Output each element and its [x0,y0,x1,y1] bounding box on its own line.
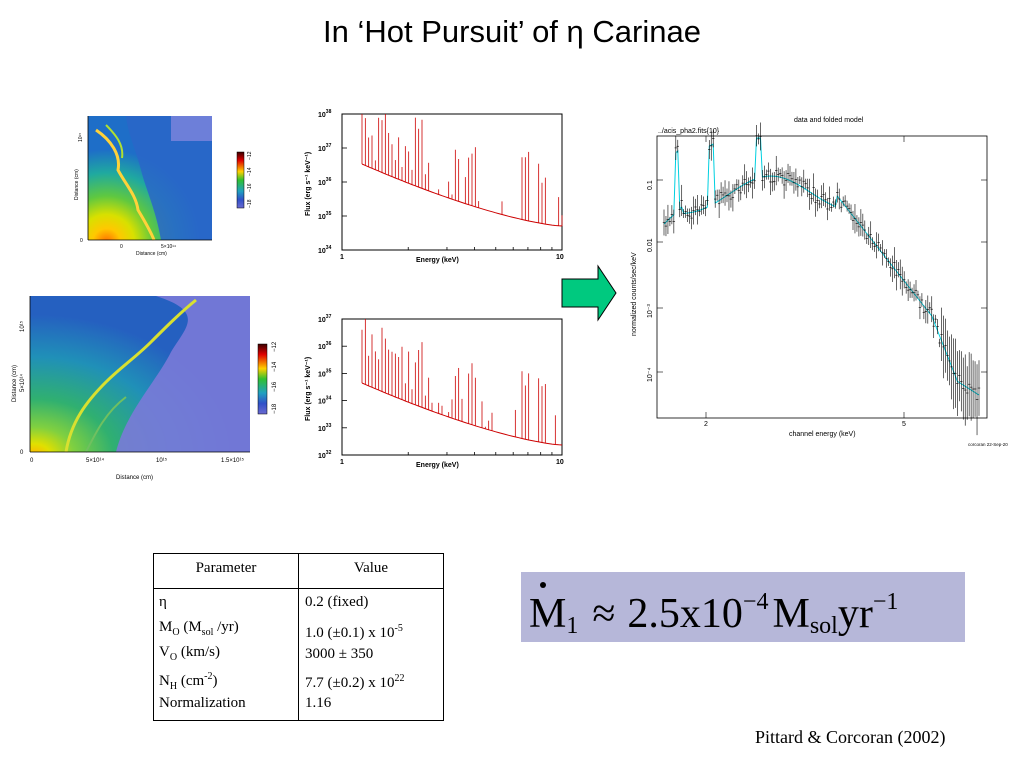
ytick-label: 1038 [318,109,332,119]
observed-data-points [662,122,981,436]
spectrum-top-continuum [361,163,563,227]
sim-top-cbar-tick-0: −18 [247,199,253,208]
ytick-label: 1033 [318,423,332,433]
sim-bottom-shocked-wind [116,296,250,452]
sim-top-ylabel: Distance (cm) [74,169,80,200]
xtick-label-10: 10 [556,254,564,261]
observed-footer: corcoran 22-Sep-20 [968,442,1008,447]
value-velocity: 3000 ± 350 [305,646,374,662]
sim-bottom-xtick-0: 0 [30,458,34,464]
param-mass-loss: MO (Msol /yr) [159,619,239,638]
value-mass-loss: 1.0 (±0.1) x 10-5 [305,623,403,641]
sim-top-cbar-tick-1: −16 [247,183,253,192]
observed-spectrum-chart: data and folded model ../acis_pha2.fits{… [631,117,1008,447]
ytick-label: 1034 [318,396,332,406]
sim-bottom-cbar-tick-0: −18 [272,403,278,414]
observed-xtick-2: 2 [704,421,708,428]
sim-top-ytick-0: 0 [80,238,83,244]
spectrum-bottom-chart: 1032 1033 1034 1035 1036 1037 1 10 Energy (keV)… [305,314,564,469]
sim-bottom-shock-front [64,298,197,453]
simulation-top: 0 5×10¹⁴ Distance (cm) Distance (cm) 0 1… [74,116,253,257]
sim-bottom-cbar-tick-2: −14 [272,361,278,372]
ytick-label: 1035 [318,211,332,221]
value-eta: 0.2 (fixed) [305,594,369,610]
ytick-label: 1036 [318,341,332,351]
ytick-label: 1034 [318,245,332,255]
sim-top-shock-front [95,128,156,241]
param-normalization: Normalization [159,695,246,711]
sim-top-cbar-tick-3: −12 [247,151,253,160]
ytick-label: 1032 [318,450,332,460]
spectrum-bottom-frame [341,318,563,456]
observed-subtitle: ../acis_pha2.fits{10} [658,128,720,135]
observed-ytick-1: 0.01 [647,238,654,252]
spectrum-top-ylabel: Flux (erg s⁻¹ keV⁻¹) [305,152,312,216]
sim-bottom-xtick-3: 1.5×10¹⁵ [221,457,245,464]
observed-model-curve [663,137,980,396]
value-column-density: 7.7 (±0.2) x 1022 [305,673,405,691]
sim-bottom-xtick-2: 10¹⁵ [156,457,168,464]
xtick-label-1: 1 [340,254,344,261]
ytick-label: 1037 [318,143,332,153]
observed-xlabel: channel energy (keV) [789,431,856,438]
param-velocity: VO (km/s) [159,644,220,663]
observed-ytick-2: 10⁻³ [647,304,654,318]
sim-bottom-xlabel: Distance (cm) [116,475,153,481]
spectrum-top-lines [361,114,563,226]
param-column-density: NH (cm-2) [159,671,218,692]
spectrum-bottom-lines [361,319,556,445]
sim-top-xtick-0: 0 [120,244,123,250]
xtick-label-1: 1 [340,459,344,466]
sim-top-colorbar [236,151,245,209]
mass-loss-formula: M1 ≈2.5x10−4Msolyr−1 [521,572,965,642]
sim-bottom-xtick-1: 5×10¹⁴ [86,457,105,464]
observed-ytick-0: 0.1 [647,180,654,190]
sim-bottom-cbar-tick-1: −16 [272,381,278,392]
formula-text: M1 ≈2.5x10−4Msolyr−1 [529,589,898,639]
sim-top-ytick-2: 10¹⁵ [78,133,84,142]
ytick-label: 1037 [318,314,332,324]
table-header-value: Value [299,554,443,589]
observed-title: data and folded model [794,117,864,124]
ytick-label: 1035 [318,368,332,378]
table-header-parameter: Parameter [154,554,299,589]
observed-frame [656,135,988,419]
spectrum-bottom-ylabel: Flux (erg s⁻¹ keV⁻¹) [305,357,312,421]
sim-top-xlabel: Distance (cm) [136,251,167,257]
ytick-label: 1036 [318,177,332,187]
sim-bottom-ytick-0: 0 [20,450,24,456]
parameter-table: Parameter Value η MO (Msol /yr) VO (km/s… [153,553,444,721]
spectrum-top-xlabel: Energy (keV) [416,257,459,264]
sim-bottom-colorbar [257,343,268,415]
sim-top-cbar-tick-2: −14 [247,167,253,176]
sim-bottom-ytick-2: 10¹⁵ [19,320,26,332]
sim-top-xtick-1: 5×10¹⁴ [161,244,176,250]
sim-top-shock-region [126,116,212,240]
observed-ylabel: normalized counts/sec/keV [631,252,638,336]
formula-dot [540,582,546,588]
sim-bottom-ylabel: Distance (cm) [12,365,18,402]
xtick-label-10: 10 [556,459,564,466]
sim-bottom-cbar-tick-3: −12 [272,341,278,352]
citation: Pittard & Corcoran (2002) [755,727,946,747]
observed-ytick-3: 10⁻⁴ [647,368,654,383]
simulation-bottom: 0 5×10¹⁴ 10¹⁵ 1.5×10¹⁵ Distance (cm) Dis… [12,296,278,481]
param-eta: η [159,594,167,610]
spectrum-bottom-xlabel: Energy (keV) [416,462,459,469]
right-arrow-icon [561,264,617,322]
sim-bottom-ytick-1: 5×10¹⁴ [19,373,26,392]
slide-title: In ‘Hot Pursuit’ of η Carinae [323,14,701,49]
spectrum-top-chart: 1034 1035 1036 1037 1038 1 10 Energy (keV) Flu… [305,109,564,264]
observed-xtick-5: 5 [902,421,906,428]
value-normalization: 1.16 [305,695,332,711]
